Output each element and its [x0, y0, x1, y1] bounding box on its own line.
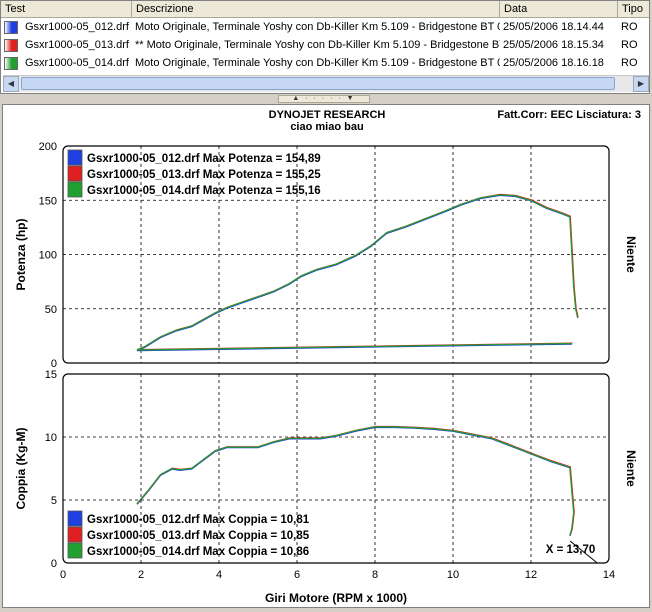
- y-tick-label: 200: [39, 141, 57, 153]
- y-tick-label: 5: [51, 495, 57, 507]
- dyno-chart-panel: DYNOJET RESEARCH ciao miao bau Fatt.Corr…: [2, 104, 650, 608]
- type-cell: RO: [621, 57, 638, 69]
- type-cell: RO: [621, 39, 638, 51]
- legend-color-swatch: [67, 165, 83, 182]
- legend-color-swatch: [67, 149, 83, 166]
- series-color-swatch: [4, 57, 18, 70]
- splitter-handle[interactable]: ▲ · · · · · ▼: [278, 95, 370, 103]
- series-color-swatch: [4, 39, 18, 52]
- plot-frame: [62, 373, 610, 564]
- x-tick-label: 14: [603, 569, 615, 581]
- legend-entry: Gsxr1000-05_014.drf Max Coppia = 10,86: [87, 546, 309, 558]
- series-line: [136, 426, 575, 536]
- date-cell: 25/05/2006 18.16.18: [503, 57, 604, 69]
- scroll-right-icon[interactable]: ▶: [633, 76, 649, 92]
- legend-entry: Gsxr1000-05_014.drf Max Potenza = 155,16: [87, 185, 321, 197]
- series-color-swatch: [4, 21, 18, 34]
- table-row[interactable]: Gsxr1000-05_014.drf Moto Originale, Term…: [1, 55, 649, 72]
- dyno-chart: DYNOJET RESEARCH ciao miao bau Fatt.Corr…: [14, 109, 641, 605]
- test-file-cell: Gsxr1000-05_014.drf: [25, 57, 129, 69]
- right-axis-label: Niente: [624, 450, 638, 487]
- column-header-date[interactable]: Data: [500, 1, 618, 18]
- legend-entry: Gsxr1000-05_013.drf Max Potenza = 155,25: [87, 169, 321, 181]
- x-tick-label: 8: [372, 569, 378, 581]
- description-cell: Moto Originale, Terminale Yoshy con Db-K…: [135, 57, 500, 69]
- column-header-description[interactable]: Descrizione: [132, 1, 500, 18]
- x-tick-label: 10: [447, 569, 459, 581]
- cursor-readout: X = 13,70: [546, 544, 596, 556]
- chart-settings-info: Fatt.Corr: EEC Lisciatura: 3: [497, 109, 641, 121]
- date-cell: 25/05/2006 18.14.44: [503, 21, 604, 33]
- legend-entry: Gsxr1000-05_013.drf Max Coppia = 10,85: [87, 530, 310, 542]
- y-tick-label: 0: [51, 358, 57, 370]
- description-cell: ** Moto Originale, Terminale Yoshy con D…: [135, 39, 500, 51]
- scrollbar-thumb[interactable]: [21, 77, 615, 90]
- x-axis-label: Giri Motore (RPM x 1000): [265, 591, 407, 605]
- type-cell: RO: [621, 21, 638, 33]
- column-header-test[interactable]: Test: [1, 1, 132, 18]
- y-tick-label: 150: [39, 195, 57, 207]
- y-tick-label: 100: [39, 250, 57, 262]
- series-line: [136, 194, 579, 351]
- legend-color-swatch: [67, 181, 83, 198]
- legend-entry: Gsxr1000-05_012.drf Max Coppia = 10,81: [87, 514, 310, 526]
- test-file-cell: Gsxr1000-05_013.drf: [25, 39, 129, 51]
- horizontal-scrollbar[interactable]: ◀ ▶: [3, 75, 649, 92]
- table-row[interactable]: Gsxr1000-05_013.drf ** Moto Originale, T…: [1, 37, 649, 54]
- legend-color-swatch: [67, 510, 83, 527]
- x-tick-label: 0: [60, 569, 66, 581]
- date-cell: 25/05/2006 18.15.34: [503, 39, 604, 51]
- scroll-left-icon[interactable]: ◀: [3, 76, 19, 92]
- x-tick-label: 6: [294, 569, 300, 581]
- y-tick-label: 15: [45, 369, 57, 381]
- y-tick-label: 10: [45, 432, 57, 444]
- y-axis-label: Potenza (hp): [14, 219, 28, 291]
- chart-subtitle: ciao miao bau: [290, 121, 363, 133]
- table-row[interactable]: Gsxr1000-05_012.drf Moto Originale, Term…: [1, 19, 649, 36]
- x-tick-label: 4: [216, 569, 222, 581]
- right-axis-label: Niente: [624, 236, 638, 273]
- cursor-pointer-line: [569, 540, 598, 564]
- x-tick-label: 12: [525, 569, 537, 581]
- test-file-cell: Gsxr1000-05_012.drf: [25, 21, 129, 33]
- y-tick-label: 50: [45, 304, 57, 316]
- chart-brand-title: DYNOJET RESEARCH: [269, 109, 386, 121]
- legend-color-swatch: [67, 526, 83, 543]
- legend-color-swatch: [67, 542, 83, 559]
- legend-entry: Gsxr1000-05_012.drf Max Potenza = 154,89: [87, 153, 321, 165]
- x-tick-label: 2: [138, 569, 144, 581]
- column-header-type[interactable]: Tipo: [618, 1, 649, 18]
- description-cell: Moto Originale, Terminale Yoshy con Db-K…: [135, 21, 500, 33]
- y-axis-label: Coppia (Kg-M): [14, 428, 28, 510]
- y-tick-label: 0: [51, 558, 57, 570]
- test-list-panel: Test Descrizione Data Tipo Gsxr1000-05_0…: [0, 0, 650, 94]
